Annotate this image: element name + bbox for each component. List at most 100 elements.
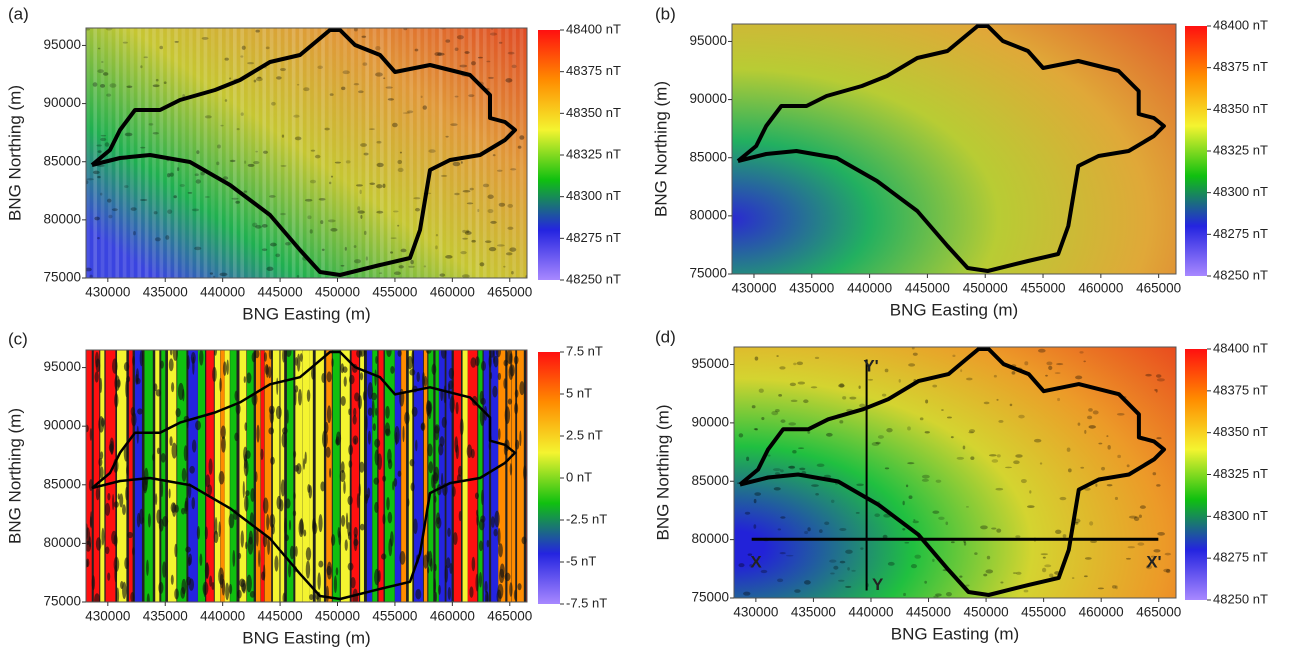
- texture: [1038, 348, 1046, 353]
- texture: [825, 432, 833, 437]
- stripe: [360, 350, 364, 602]
- texture: [946, 416, 952, 419]
- texture: [959, 575, 963, 578]
- texture: [341, 86, 346, 91]
- texture: [294, 356, 298, 366]
- texture: [222, 361, 227, 376]
- texture: [359, 461, 365, 473]
- y-tick-label: 80000: [691, 531, 729, 546]
- texture: [130, 406, 136, 417]
- stripe: [453, 28, 458, 278]
- texture: [252, 222, 258, 228]
- texture: [498, 202, 506, 207]
- texture: [490, 516, 495, 528]
- texture: [199, 350, 204, 366]
- texture: [807, 430, 811, 434]
- texture: [1015, 535, 1021, 538]
- texture: [965, 584, 970, 587]
- texture: [235, 200, 240, 204]
- texture: [487, 208, 494, 214]
- texture: [444, 565, 449, 583]
- texture: [322, 430, 328, 448]
- texture: [887, 561, 895, 566]
- texture: [208, 458, 213, 475]
- texture: [935, 479, 942, 483]
- texture: [847, 567, 850, 571]
- texture: [1059, 496, 1067, 501]
- texture: [174, 543, 178, 558]
- texture: [381, 553, 387, 560]
- coastline: [91, 350, 517, 601]
- plot-frame: [85, 349, 528, 603]
- texture: [140, 146, 146, 149]
- texture: [780, 419, 786, 423]
- texture: [394, 426, 400, 444]
- texture: [100, 137, 107, 142]
- x-axis-label: BNG Easting (m): [242, 628, 370, 647]
- stripe: [446, 28, 450, 278]
- stripe: [332, 350, 340, 602]
- texture: [255, 471, 258, 483]
- texture: [438, 584, 441, 595]
- texture: [320, 481, 326, 492]
- texture: [431, 474, 434, 489]
- texture: [156, 447, 161, 455]
- texture: [932, 558, 935, 562]
- texture: [225, 582, 230, 601]
- texture: [376, 210, 384, 214]
- texture: [285, 498, 291, 509]
- texture: [1156, 437, 1162, 440]
- texture: [1164, 552, 1172, 556]
- stripe: [100, 28, 105, 278]
- texture: [385, 86, 393, 89]
- texture: [1157, 532, 1165, 536]
- texture: [477, 208, 480, 213]
- texture: [86, 178, 95, 181]
- texture: [92, 170, 100, 175]
- texture: [775, 409, 780, 413]
- colorbar-label: 48300 nT: [1213, 508, 1268, 523]
- texture: [849, 396, 857, 400]
- texture: [326, 405, 332, 424]
- texture: [1098, 442, 1103, 445]
- texture: [761, 416, 765, 421]
- texture: [86, 180, 89, 185]
- y-tick-label: 80000: [43, 535, 81, 550]
- texture: [357, 206, 361, 211]
- profile-label: Y': [863, 357, 878, 376]
- texture: [340, 264, 345, 267]
- texture: [968, 431, 975, 434]
- texture: [356, 493, 360, 509]
- texture: [176, 167, 180, 172]
- texture: [898, 379, 901, 383]
- texture: [326, 371, 332, 383]
- texture: [378, 570, 381, 583]
- texture: [409, 459, 415, 467]
- texture: [1153, 549, 1161, 553]
- texture: [420, 422, 426, 431]
- stripe: [309, 350, 313, 602]
- texture: [375, 72, 383, 77]
- texture: [339, 469, 346, 482]
- texture: [280, 164, 287, 167]
- stripe: [511, 350, 516, 602]
- texture: [1138, 514, 1142, 519]
- texture: [257, 76, 262, 79]
- texture: [280, 212, 286, 216]
- x-tick-label: 450000: [963, 281, 1008, 296]
- texture: [187, 191, 193, 194]
- texture: [996, 454, 1001, 458]
- y-tick-label: 80000: [43, 211, 81, 226]
- stripe: [380, 28, 384, 278]
- texture: [234, 390, 238, 401]
- colorbar-label: 48300 nT: [566, 188, 621, 203]
- texture: [374, 369, 377, 386]
- texture: [838, 384, 845, 388]
- texture: [181, 507, 186, 515]
- texture: [991, 459, 999, 463]
- texture: [503, 378, 507, 389]
- x-tick-label: 445000: [258, 609, 303, 624]
- texture: [376, 162, 384, 168]
- texture: [194, 173, 199, 177]
- x-axis-label: BNG Easting (m): [890, 300, 1018, 319]
